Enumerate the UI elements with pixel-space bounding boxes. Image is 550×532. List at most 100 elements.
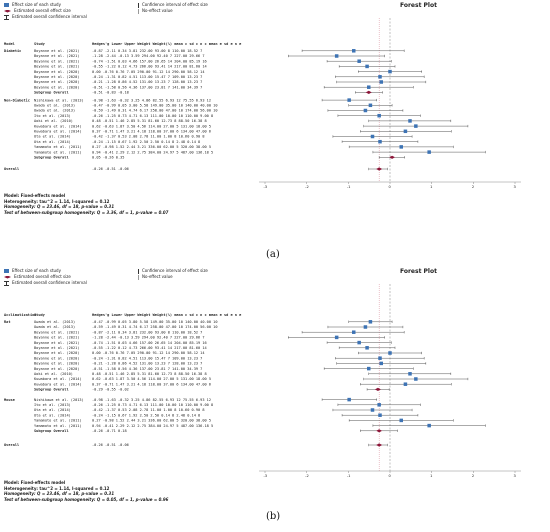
study-name: Ito et al. (2013) (34, 114, 71, 118)
model-summary: Model: Fixed-effects model Heterogeneity… (4, 480, 168, 502)
study-stats: 0.62 -0.63 1.87 3.50 4.56 114.00 27.00 5… (92, 124, 211, 128)
diamond-marker-icon (4, 275, 11, 279)
effect-size-square (352, 330, 356, 334)
study-stats: 0.94 -0.41 2.29 2.12 2.75 384.00 24.97 5… (92, 424, 213, 428)
study-name: Yamamoto et al. (2011) (34, 145, 82, 149)
study-name: Boyanne et al. (2021) (34, 54, 79, 58)
effect-size-square (399, 418, 403, 423)
study-name: Owada et al. (2013) (34, 325, 75, 329)
col-header-study: Study (34, 42, 46, 46)
study-stats: 0.94 -0.41 2.29 2.12 2.75 384.00 24.97 5… (92, 150, 213, 154)
dashed-line-icon (138, 8, 139, 14)
effect-size-square (408, 119, 412, 123)
study-name: Aoki et al. (2010) (34, 372, 73, 376)
subgroup-stats: -0.51 -0.83 -0.18 (92, 91, 129, 95)
study-name: Boyanne et al. (2020) (34, 356, 79, 360)
study-stats: 0.00 -0.76 0.76 7.05 290.00 91.12 14 290… (92, 70, 205, 74)
effect-size-square (379, 80, 383, 84)
study-name: Boyanne et al. (2021) (34, 49, 79, 53)
study-name: Ito et al. (2013) (34, 403, 71, 407)
study-name: Kuwabara et al. (2014) (34, 382, 82, 386)
error-bar-icon (4, 14, 9, 20)
study-name: Boyanne et al. (2021) (34, 336, 79, 340)
effect-size-square (347, 397, 351, 402)
effect-size-square (403, 382, 408, 386)
study-name: Ota et al. (2014) (34, 135, 71, 139)
error-bar-icon (4, 280, 9, 286)
x-tick-label: 1 (430, 474, 432, 478)
legend-item-no-effect: No-effect value (138, 8, 208, 14)
study-stats: -0.47 -0.99 0.05 3.80 5.58 149.00 35.00 … (92, 320, 218, 324)
legend-label: Confidence interval of effect size (142, 268, 208, 273)
subgroup-label: Subgroup Overall (34, 91, 69, 95)
study-stats: -0.26 -1.25 0.73 4.71 6.13 111.00 10.00 … (92, 403, 213, 407)
study-stats: -0.24 -1.15 0.67 1.92 2.50 2.50 0.14 8 2… (92, 140, 200, 144)
study-stats: 0.27 -0.98 1.52 2.44 3.21 336.00 62.00 5… (92, 145, 211, 149)
group-label: Mouse (4, 398, 16, 402)
effect-size-square (388, 69, 392, 74)
study-name: Boyanne et al. (2021) (34, 341, 79, 345)
effect-size-square (357, 59, 361, 63)
study-stats: -0.51 -1.58 0.56 4.36 137.00 23.81 7 141… (92, 367, 202, 371)
effect-size-square (377, 403, 381, 407)
x-tick-label: 2 (472, 185, 474, 189)
study-name: Yamamoto et al. (2011) (34, 419, 82, 423)
subgroup-stats: -0.29 -0.55 -0.02 (92, 388, 129, 392)
x-tick-label: -1 (347, 474, 351, 478)
study-name: Yamamoto et al. (2011) (34, 150, 82, 154)
plot-title: Forest Plot (400, 2, 437, 9)
study-stats: -0.24 -1.31 0.82 4.51 113.00 15.47 7 109… (92, 75, 202, 79)
legend-label: Effect size of each study (12, 268, 61, 273)
study-stats: 0.37 -0.71 1.47 3.21 4.18 118.00 37.00 6… (92, 130, 211, 134)
effect-size-square (334, 54, 339, 58)
study-name: Boyanne et al. (2021) (34, 59, 79, 63)
study-stats: 0.37 -0.71 1.47 3.21 4.18 118.00 37.00 6… (92, 382, 211, 386)
footer-line: Homogeneity: Q = 23.46, df = 18, p-value… (4, 204, 115, 209)
study-name: Nishikawa et al. (2013) (34, 98, 84, 102)
legend-label: Effect size of each study (12, 2, 61, 7)
effect-size-square (334, 335, 339, 340)
overall-stats: -0.26 -0.51 -0.06 (92, 443, 129, 447)
footer-line: Test of between-subgroup homogeneity: Q … (4, 209, 169, 215)
legend: Effect size of each study Estimated over… (4, 268, 87, 286)
study-name: Ota et al. (2014) (34, 413, 71, 417)
effect-size-square (368, 103, 373, 108)
study-name: Boyanne et al. (2020) (34, 367, 79, 371)
study-name: Boyanne et al. (2021) (34, 346, 79, 350)
study-name: Boyanne et al. (2020) (34, 85, 79, 89)
footer-line: Heterogeneity: tau^2 = 1.14, I-squared =… (4, 485, 110, 491)
legend-label: Estimated overall confidence interval (12, 280, 87, 285)
subgroup-label: Subgroup Overall (34, 156, 69, 160)
study-name: Aoki et al. (2010) (34, 119, 73, 123)
legend-secondary: Confidence interval of effect size No-ef… (138, 2, 208, 14)
effect-size-square (378, 356, 382, 360)
legend-item-ci: Estimated overall confidence interval (4, 14, 87, 20)
group-label: Non-Diabetic (4, 98, 30, 102)
subgroup-label: Subgroup Overall (34, 429, 69, 433)
effect-size-square (379, 361, 383, 366)
study-name: Owada et al. (2013) (34, 109, 75, 113)
study-stats: -0.87 -2.11 0.34 3.81 232.00 93.00 8 110… (92, 330, 202, 334)
study-stats: -0.26 -1.25 0.73 4.71 6.13 111.00 10.00 … (92, 114, 213, 118)
x-tick-label: -2 (305, 185, 309, 189)
legend-item-no-effect: No-effect value (138, 274, 208, 280)
figure-tag: (a) (266, 249, 280, 260)
study-stats: -0.21 -1.28 0.86 4.52 131.00 13.23 7 128… (92, 80, 202, 84)
line-icon (138, 2, 139, 8)
effect-size-square (347, 98, 351, 102)
study-stats: -0.24 -1.31 0.82 4.51 113.00 15.47 7 109… (92, 356, 202, 360)
legend-label: Confidence interval of effect size (142, 2, 208, 7)
study-stats: -0.55 -1.22 0.12 4.73 266.00 93.41 14 21… (92, 65, 207, 69)
legend-item-ci: Estimated overall confidence interval (4, 280, 87, 286)
dashed-line-icon (138, 274, 139, 280)
subgroup-diamond (376, 429, 383, 433)
overall-stats: -0.26 -0.51 -0.06 (92, 167, 129, 171)
study-stats: 0.00 -0.76 0.76 7.05 290.00 91.12 14 290… (92, 351, 205, 355)
study-stats: -0.42 -1.37 0.53 2.08 2.78 11.00 1.00 8 … (92, 135, 205, 139)
effect-size-square (414, 124, 418, 128)
legend-item-ci-line: Confidence interval of effect size (138, 2, 208, 8)
effect-size-square (378, 139, 382, 144)
x-tick-label: -1 (347, 185, 351, 189)
legend-label: No-effect value (142, 8, 173, 13)
effect-size-square (378, 413, 382, 417)
